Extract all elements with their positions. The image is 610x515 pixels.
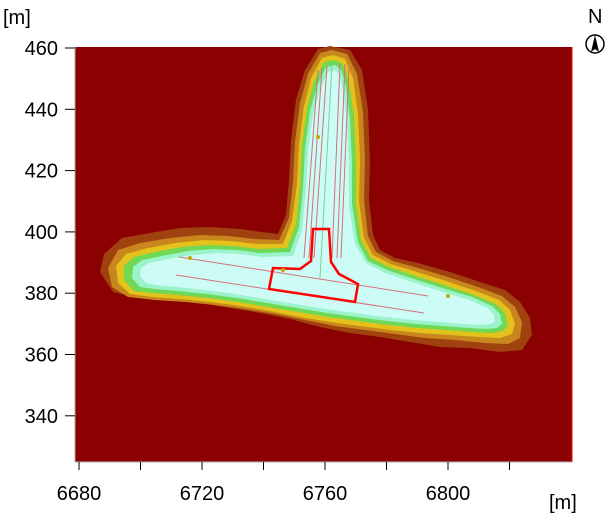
x-axis-ticks: 6680 6720 6760 6800: [57, 462, 510, 505]
north-label: N: [588, 6, 602, 28]
track-line: [303, 69, 319, 259]
marker: [188, 256, 192, 260]
marker: [281, 268, 285, 272]
y-tick-label: 460: [25, 38, 58, 60]
y-tick-label: 340: [25, 406, 58, 428]
y-tick-label: 360: [25, 345, 58, 367]
track-line: [178, 256, 429, 297]
channel-centerline: [319, 63, 333, 279]
track-line: [336, 63, 346, 259]
marker: [446, 294, 450, 298]
x-tick-label: 6760: [303, 483, 348, 505]
x-tick-label: 6720: [180, 483, 225, 505]
x-unit-label: [m]: [549, 492, 577, 514]
water-body: [140, 70, 495, 325]
track-line: [331, 63, 341, 259]
north-arrow-needle-icon: [591, 35, 599, 52]
x-tick-label: 6800: [426, 483, 471, 505]
north-arrow: N: [585, 6, 605, 54]
x-tick-label: 6680: [57, 483, 102, 505]
y-axis-ticks: 460 440 420 400 380 360 340: [25, 38, 75, 428]
structure-outline: [267, 227, 360, 304]
track-line: [340, 65, 350, 259]
point-markers: [188, 135, 450, 298]
centerline: [319, 63, 333, 279]
y-tick-label: 400: [25, 222, 58, 244]
track-line: [313, 65, 328, 259]
y-tick-label: 420: [25, 161, 58, 183]
y-unit-label: [m]: [3, 7, 31, 29]
track-line: [308, 67, 323, 259]
marker: [316, 135, 320, 139]
y-tick-label: 440: [25, 99, 58, 121]
depth-contours: [100, 46, 532, 352]
y-tick-label: 380: [25, 283, 58, 305]
vessel-tracks: [175, 63, 429, 314]
